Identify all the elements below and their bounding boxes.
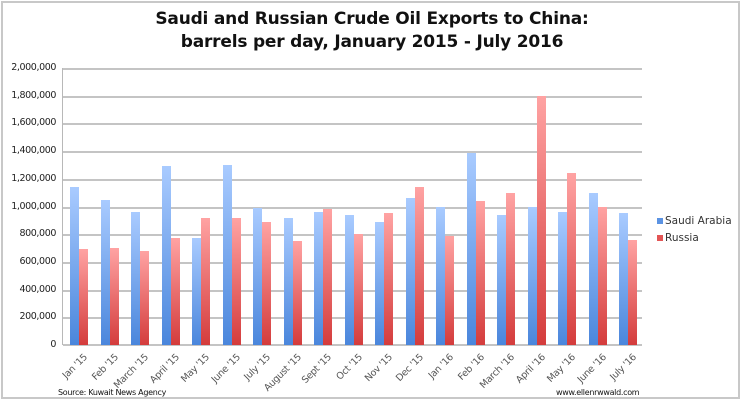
bar-russia <box>536 95 546 345</box>
y-tick-label: 400,000 <box>19 283 57 295</box>
bar-russia <box>506 192 515 345</box>
bar-russia <box>140 250 149 345</box>
bar-saudi-arabia <box>588 192 598 345</box>
bar-saudi-arabia <box>375 221 384 345</box>
bar-saudi-arabia <box>558 212 567 345</box>
bar-russia <box>79 249 88 345</box>
legend-label-russia: Russia <box>665 231 699 244</box>
gridline <box>63 178 642 181</box>
bar-saudi-arabia <box>283 217 293 345</box>
bar-saudi-arabia <box>161 166 171 345</box>
legend: Saudi Arabia Russia <box>657 212 732 246</box>
y-tick-label: 1,200,000 <box>11 172 56 184</box>
bar-russia <box>445 235 454 345</box>
gridline <box>63 206 642 209</box>
bar-russia <box>384 213 393 345</box>
legend-swatch-russia <box>657 234 663 241</box>
y-tick-label: 1,800,000 <box>11 89 56 101</box>
y-tick-label: 1,600,000 <box>11 117 56 129</box>
legend-label-saudi-arabia: Saudi Arabia <box>665 214 732 227</box>
bar-saudi-arabia <box>497 214 506 345</box>
bar-russia <box>109 248 119 345</box>
bar-saudi-arabia <box>344 214 354 345</box>
bar-russia <box>262 221 271 345</box>
bar-saudi-arabia <box>222 164 232 345</box>
gridline <box>63 68 642 70</box>
bar-saudi-arabia <box>436 206 445 345</box>
bar-russia <box>323 209 332 345</box>
x-axis-line <box>63 344 642 346</box>
bar-russia <box>353 234 363 345</box>
y-tick-label: 600,000 <box>19 255 57 267</box>
bar-saudi-arabia <box>70 187 79 345</box>
bar-russia <box>628 239 637 345</box>
chart-title-line-2: barrels per day, January 2015 - July 201… <box>180 32 564 52</box>
bar-saudi-arabia <box>131 212 140 345</box>
y-tick-label: 200,000 <box>19 311 57 323</box>
legend-item-saudi-arabia: Saudi Arabia <box>657 212 732 229</box>
bar-russia <box>292 241 302 345</box>
bar-saudi-arabia <box>405 198 415 345</box>
bar-saudi-arabia <box>466 152 476 345</box>
bar-russia <box>201 217 210 345</box>
plot-area <box>62 68 642 346</box>
credit-note: www.ellenrwwald.com <box>556 388 640 397</box>
bar-russia <box>414 187 424 345</box>
bar-russia <box>231 217 241 345</box>
chart-title: Saudi and Russian Crude Oil Exports to C… <box>0 8 744 54</box>
bar-russia <box>597 206 607 345</box>
bar-saudi-arabia <box>527 206 537 345</box>
gridline <box>63 95 642 98</box>
bar-russia <box>475 200 485 345</box>
y-tick-label: 1,000,000 <box>11 200 56 212</box>
y-tick-label: 0 <box>50 339 56 350</box>
bar-saudi-arabia <box>192 238 201 345</box>
y-tick-label: 2,000,000 <box>11 62 56 73</box>
bar-russia <box>567 173 576 345</box>
gridline <box>63 151 642 154</box>
legend-item-russia: Russia <box>657 229 732 246</box>
source-note: Source: Kuwait News Agency <box>58 388 167 397</box>
gridline <box>63 123 642 126</box>
legend-swatch-saudi-arabia <box>657 217 663 224</box>
bar-saudi-arabia <box>314 212 323 345</box>
bar-saudi-arabia <box>619 213 628 345</box>
bar-saudi-arabia <box>100 199 110 345</box>
chart-title-line-1: Saudi and Russian Crude Oil Exports to C… <box>155 9 589 29</box>
y-tick-label: 1,400,000 <box>11 145 56 157</box>
bar-saudi-arabia <box>253 207 262 345</box>
y-tick-label: 800,000 <box>19 228 57 240</box>
bar-russia <box>170 238 180 345</box>
